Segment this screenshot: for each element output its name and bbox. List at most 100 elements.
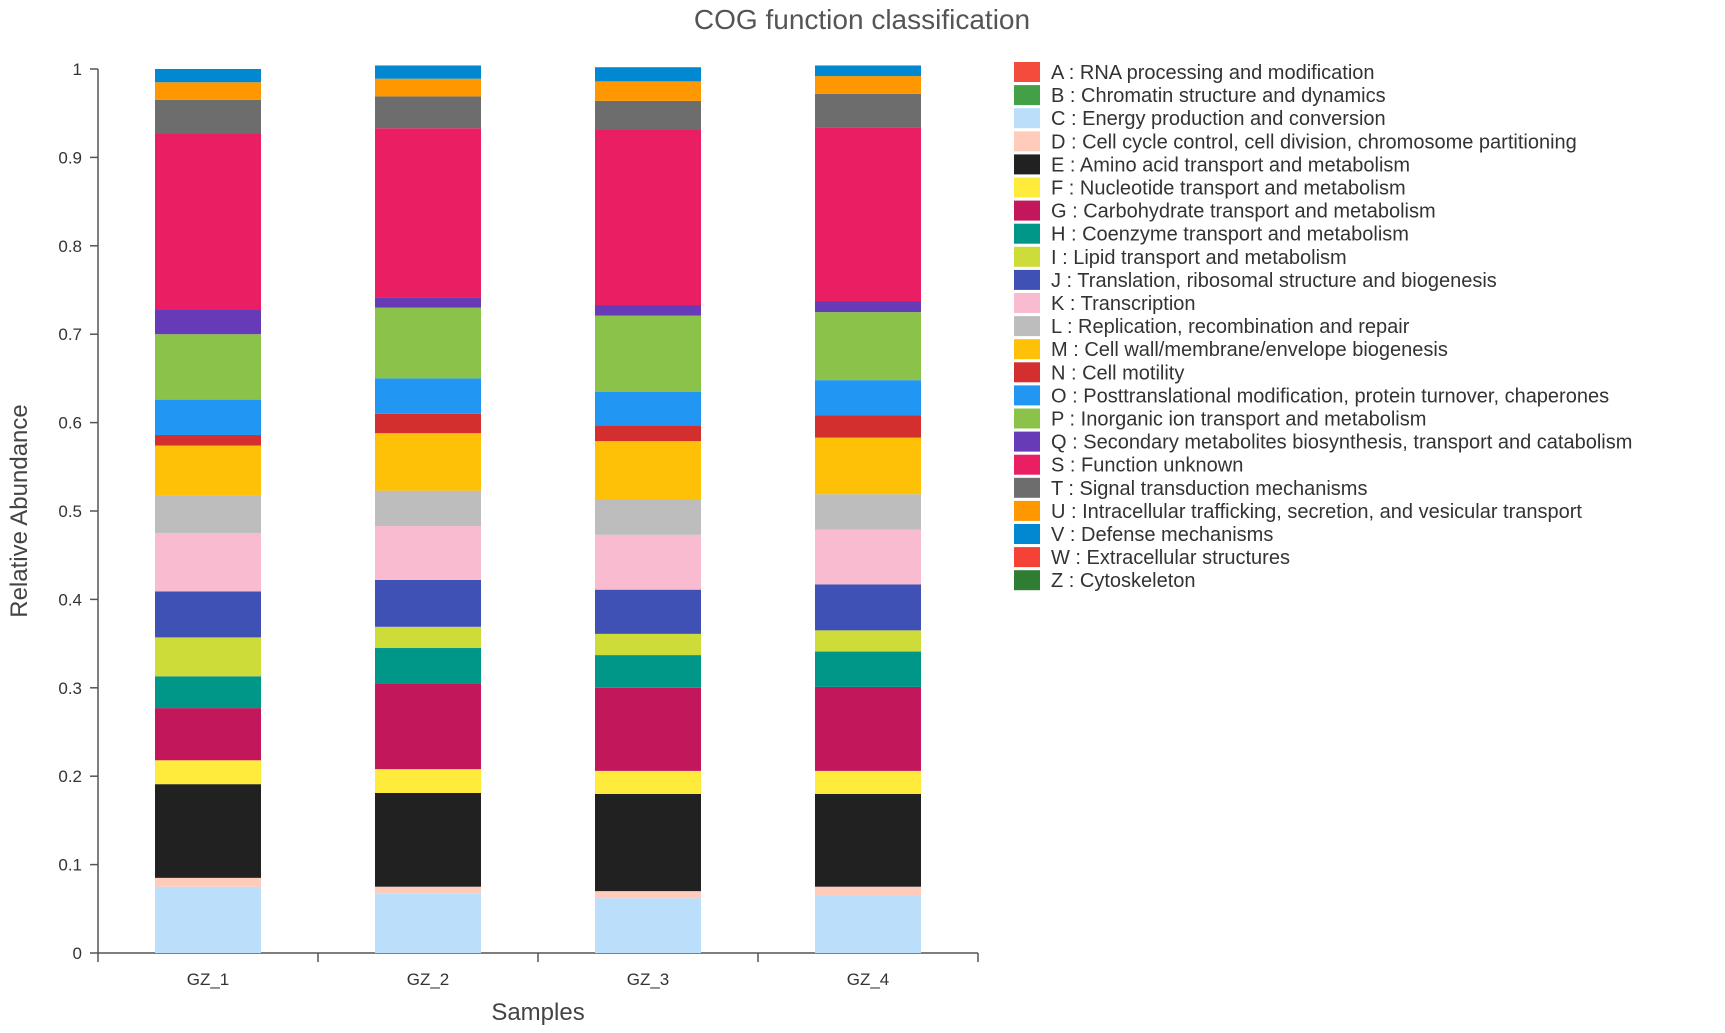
- bar-segment-j-gz-2: [375, 579, 481, 627]
- bar-segment-u-gz-1: [155, 82, 261, 100]
- bar-segment-d-gz-2: [375, 886, 481, 894]
- legend-item-v: V : Defense mechanisms: [1014, 524, 1273, 546]
- bar-segment-h-gz-1: [155, 676, 261, 709]
- bar-stack-gz-2: [375, 65, 481, 953]
- legend-label: L : Replication, recombination and repai…: [1051, 316, 1410, 338]
- bar-segment-s-gz-3: [595, 129, 701, 306]
- bar-segment-k-gz-1: [155, 533, 261, 592]
- bar-segment-u-gz-2: [375, 78, 481, 97]
- legend-label: D : Cell cycle control, cell division, c…: [1051, 131, 1577, 153]
- bar-segment-p-gz-2: [375, 307, 481, 379]
- x-axis-title: Samples: [491, 999, 584, 1026]
- bar-segment-c-gz-4: [815, 895, 921, 953]
- legend-item-g: G : Carbohydrate transport and metabolis…: [1014, 200, 1436, 223]
- bar-segment-q-gz-2: [375, 297, 481, 308]
- legend-label: B : Chromatin structure and dynamics: [1051, 85, 1386, 107]
- legend-label: F : Nucleotide transport and metabolism: [1051, 178, 1406, 200]
- legend-label: W : Extracellular structures: [1051, 547, 1290, 569]
- legend-item-m: M : Cell wall/membrane/envelope biogenes…: [1014, 339, 1448, 361]
- legend-swatch: [1014, 570, 1040, 591]
- x-tick-label: GZ_4: [847, 970, 890, 989]
- legend-label: H : Coenzyme transport and metabolism: [1051, 224, 1409, 246]
- y-tick-label: 0.8: [58, 237, 82, 256]
- bar-segment-d-gz-3: [595, 891, 701, 899]
- bar-segment-h-gz-4: [815, 651, 921, 687]
- legend-item-p: P : Inorganic ion transport and metaboli…: [1014, 408, 1426, 431]
- legend-swatch: [1014, 177, 1040, 198]
- legend-swatch: [1014, 431, 1040, 452]
- y-tick-label: 0.7: [58, 325, 82, 344]
- bar-segment-n-gz-3: [595, 425, 701, 442]
- legend-swatch: [1014, 385, 1040, 406]
- legend-item-a: A : RNA processing and modification: [1014, 62, 1375, 84]
- bar-segment-f-gz-1: [155, 760, 261, 785]
- bar-stack-gz-4: [815, 65, 921, 953]
- legend-swatch: [1014, 223, 1040, 244]
- legend-label: V : Defense mechanisms: [1051, 524, 1273, 546]
- y-axis-title: Relative Abundance: [6, 404, 33, 618]
- bar-segment-c-gz-3: [595, 898, 701, 953]
- legend-swatch: [1014, 269, 1040, 290]
- legend-label: A : RNA processing and modification: [1051, 62, 1375, 84]
- bar-segment-p-gz-3: [595, 315, 701, 392]
- bar-segment-v-gz-2: [375, 65, 481, 79]
- bar-segment-j-gz-3: [595, 589, 701, 634]
- legend-swatch: [1014, 547, 1040, 568]
- bar-segment-j-gz-1: [155, 591, 261, 638]
- legend-swatch: [1014, 524, 1040, 544]
- legend-label: G : Carbohydrate transport and metabolis…: [1051, 201, 1436, 223]
- x-tick-labels: GZ_1 GZ_2 GZ_3 GZ_4: [97, 953, 979, 989]
- legend-item-h: H : Coenzyme transport and metabolism: [1014, 223, 1409, 246]
- y-tick-label: 0.5: [58, 502, 82, 521]
- legend-swatch: [1014, 108, 1040, 129]
- bar-segment-s-gz-2: [375, 128, 481, 298]
- bar-segment-o-gz-2: [375, 378, 481, 414]
- legend-item-o: O : Posttranslational modification, prot…: [1014, 385, 1609, 407]
- bar-segment-h-gz-2: [375, 648, 481, 684]
- legend-label: M : Cell wall/membrane/envelope biogenes…: [1051, 339, 1448, 361]
- legend-item-l: L : Replication, recombination and repai…: [1014, 316, 1410, 338]
- legend-item-i: I : Lipid transport and metabolism: [1014, 247, 1347, 269]
- bar-segment-k-gz-3: [595, 534, 701, 590]
- legend-swatch: [1014, 316, 1040, 337]
- bar-segment-n-gz-4: [815, 415, 921, 438]
- bar-segment-s-gz-4: [815, 127, 921, 302]
- legend-label: U : Intracellular trafficking, secretion…: [1051, 501, 1582, 523]
- bar-segment-q-gz-4: [815, 301, 921, 313]
- bar-segment-m-gz-4: [815, 437, 921, 495]
- y-tick-labels: 0 0.1 0.2 0.3 0.4 0.5 0.6 0.7 0.8 0.9 1: [58, 60, 98, 963]
- bar-segment-t-gz-1: [155, 99, 261, 134]
- bar-segment-f-gz-2: [375, 769, 481, 793]
- legend-label: J : Translation, ribosomal structure and…: [1051, 270, 1497, 292]
- legend-label: I : Lipid transport and metabolism: [1051, 247, 1347, 269]
- bar-segment-e-gz-1: [155, 784, 261, 878]
- x-tick-label: GZ_1: [187, 970, 230, 989]
- bar-stack-gz-3: [595, 67, 701, 953]
- bar-segment-e-gz-4: [815, 793, 921, 887]
- legend-swatch: [1014, 293, 1040, 313]
- bar-segment-o-gz-1: [155, 399, 261, 435]
- bar-segment-d-gz-1: [155, 877, 261, 887]
- bar-segment-c-gz-2: [375, 893, 481, 953]
- bar-segment-k-gz-2: [375, 526, 481, 580]
- legend-item-u: U : Intracellular trafficking, secretion…: [1014, 500, 1582, 523]
- bar-stack-gz-1: [155, 69, 261, 953]
- bar-segment-h-gz-3: [595, 655, 701, 688]
- bar-segment-m-gz-2: [375, 433, 481, 491]
- bar-segment-q-gz-1: [155, 309, 261, 335]
- legend-item-n: N : Cell motility: [1014, 362, 1184, 384]
- bar-segment-j-gz-4: [815, 584, 921, 631]
- legend-item-e: E : Amino acid transport and metabolism: [1014, 154, 1410, 176]
- bar-segment-s-gz-1: [155, 133, 261, 310]
- legend-swatch: [1014, 339, 1040, 360]
- legend-label: S : Function unknown: [1051, 455, 1243, 477]
- legend-swatch: [1014, 408, 1040, 429]
- legend-label: C : Energy production and conversion: [1051, 108, 1386, 130]
- y-tick-label: 0: [73, 944, 82, 963]
- y-tick-label: 0.2: [58, 767, 82, 786]
- bar-segment-n-gz-2: [375, 413, 481, 434]
- legend-label: Z : Cytoskeleton: [1051, 570, 1196, 592]
- legend-item-j: J : Translation, ribosomal structure and…: [1014, 269, 1497, 292]
- bar-segment-g-gz-1: [155, 708, 261, 761]
